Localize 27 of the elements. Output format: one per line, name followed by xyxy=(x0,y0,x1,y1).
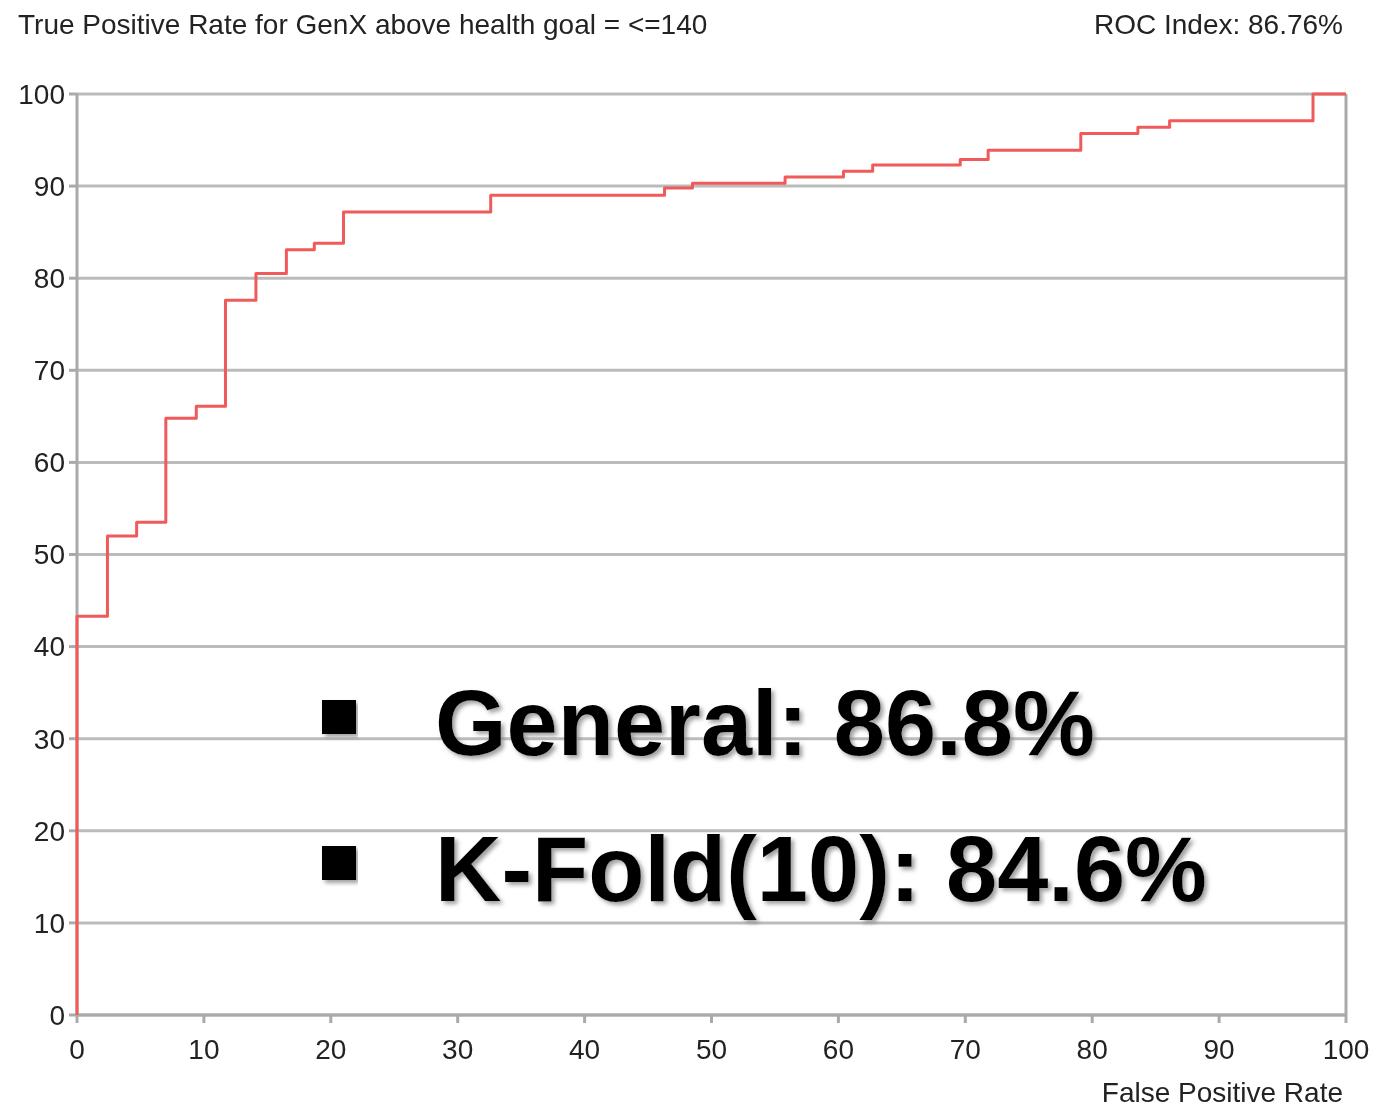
annotation: General: 86.8% xyxy=(435,672,1095,774)
x-tick-label: 100 xyxy=(1322,1034,1370,1065)
y-tick-label: 10 xyxy=(33,907,65,939)
y-tick-label: 100 xyxy=(18,78,65,110)
x-axis-title: False Positive Rate xyxy=(1101,1077,1343,1108)
x-tick-label: 90 xyxy=(1203,1034,1235,1065)
x-tick-label: 70 xyxy=(949,1034,981,1065)
y-tick-label: 50 xyxy=(33,539,65,571)
x-tick-label: 10 xyxy=(188,1034,220,1065)
y-tick-label: 90 xyxy=(33,170,65,202)
x-tick-label: 30 xyxy=(442,1034,474,1065)
x-tick-label: 40 xyxy=(569,1034,601,1065)
y-tick-label: 60 xyxy=(33,447,65,479)
y-tick-label: 70 xyxy=(33,355,65,387)
x-tick-label: 0 xyxy=(69,1034,85,1065)
x-tick-label: 20 xyxy=(315,1034,347,1065)
y-tick-label: 20 xyxy=(33,815,65,847)
y-tick-label: 40 xyxy=(33,631,65,663)
x-tick-label: 60 xyxy=(822,1034,854,1065)
chart-title: True Positive Rate for GenX above health goal = <=140 xyxy=(18,9,708,40)
x-tick-label: 80 xyxy=(1076,1034,1108,1065)
y-tick-label: 80 xyxy=(33,263,65,294)
x-tick-label: 50 xyxy=(695,1034,728,1065)
annotation: K-Fold(10): 84.6% xyxy=(435,818,1207,920)
y-tick-label: 30 xyxy=(33,723,65,755)
y-tick-label: 0 xyxy=(49,999,65,1031)
chart-subtitle: ROC Index: 86.76% xyxy=(1093,9,1343,40)
